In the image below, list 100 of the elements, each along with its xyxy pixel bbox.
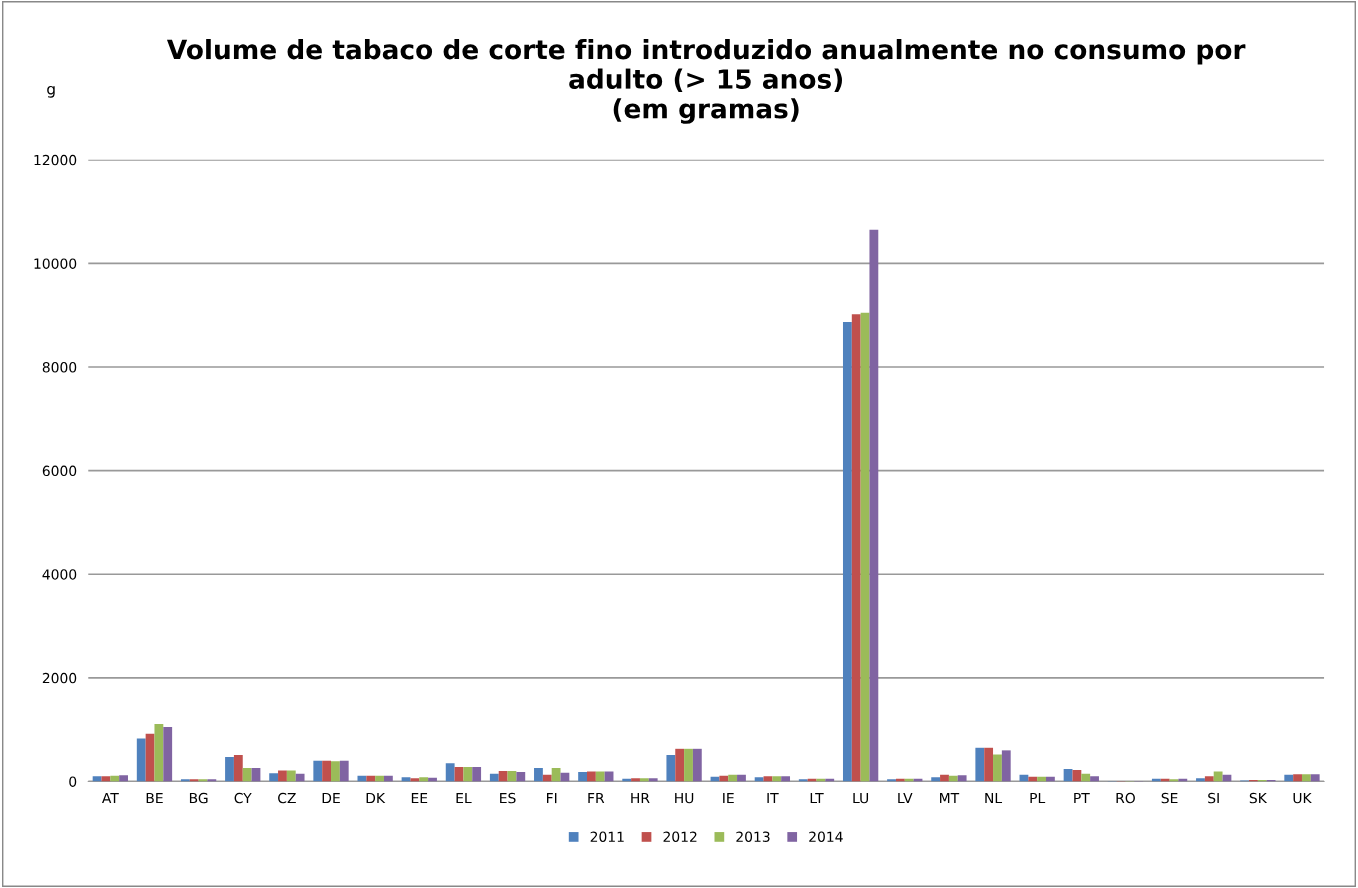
chart-title: Volume de tabaco de corte fino introduzido anualmente no consumo por adulto (> 15 anos) (em gramas): [166, 39, 1246, 124]
bar: [578, 772, 587, 782]
bar: [1204, 776, 1214, 782]
bar: [472, 766, 482, 782]
x-tick-label: FR: [588, 792, 605, 804]
bar: [737, 774, 746, 782]
bar: [842, 321, 852, 782]
bar: [551, 767, 561, 782]
x-tick-label: SK: [1249, 792, 1268, 804]
bar: [719, 775, 729, 782]
x-tick-label: FI: [547, 792, 557, 804]
bar: [639, 778, 649, 782]
bar: [587, 771, 596, 782]
y-tick-label: 4000: [42, 569, 77, 580]
bar: [728, 774, 738, 782]
bar: [887, 779, 896, 782]
bar: [781, 776, 791, 782]
legend-label: 2012: [663, 831, 697, 842]
bar: [940, 774, 949, 782]
bar: [207, 779, 217, 782]
bar: [772, 776, 782, 782]
x-tick-label: DE: [322, 792, 340, 804]
y-tick-label: 10000: [34, 258, 77, 269]
y-axis-title: g: [47, 85, 55, 98]
bar: [119, 775, 128, 782]
bar: [1293, 774, 1302, 782]
bar: [383, 775, 393, 782]
x-tick-label: DK: [366, 792, 386, 804]
bar: [1090, 776, 1099, 782]
y-tick-label: 12000: [34, 154, 77, 166]
bar: [489, 773, 499, 782]
bar: [975, 747, 985, 782]
bar: [136, 738, 146, 782]
bar: [233, 755, 243, 782]
bar: [957, 775, 967, 782]
bar: [1284, 774, 1294, 782]
bar: [242, 767, 252, 782]
bar: [322, 760, 332, 782]
bar: [692, 748, 702, 782]
bar: [993, 754, 1002, 782]
bar: [931, 777, 941, 782]
bar: [498, 771, 508, 782]
x-tick-label: HU: [675, 792, 694, 804]
x-tick-label: IT: [767, 792, 779, 804]
bar: [1301, 774, 1311, 782]
legend-label: 2014: [809, 831, 843, 842]
bar: [860, 312, 870, 782]
x-tick-label: SE: [1161, 792, 1178, 804]
bar: [869, 229, 879, 782]
x-tick-label: EL: [456, 792, 472, 804]
bar: [225, 757, 234, 782]
bar: [92, 776, 102, 782]
x-tick-label: MT: [940, 792, 960, 804]
bar: [1310, 774, 1320, 782]
bar: [180, 779, 190, 782]
bar: [648, 778, 658, 782]
bar: [278, 770, 287, 782]
x-tick-label: BE: [146, 792, 163, 804]
x-tick-label: PL: [1030, 792, 1046, 804]
bar: [1072, 770, 1082, 782]
bar: [189, 779, 199, 782]
legend-label: 2013: [736, 831, 770, 842]
bar: [286, 770, 296, 782]
x-tick-label: LU: [853, 792, 869, 804]
x-tick-label: SI: [1208, 792, 1219, 804]
bar: [463, 766, 473, 782]
bar: [331, 761, 340, 782]
y-tick-label: 2000: [42, 672, 77, 684]
bar: [445, 763, 455, 782]
x-tick-label: RO: [1116, 792, 1135, 804]
bar: [339, 760, 349, 782]
bar: [754, 777, 764, 782]
bar: [516, 772, 526, 782]
x-tick-label: EE: [411, 792, 428, 804]
bar: [1001, 750, 1011, 782]
bar: [1196, 778, 1205, 782]
bar: [666, 755, 676, 782]
x-tick-label: CY: [234, 792, 252, 804]
x-tick-label: CZ: [278, 792, 296, 804]
x-tick-label: PT: [1074, 792, 1090, 804]
x-tick-label: LT: [810, 792, 824, 804]
bar: [542, 774, 552, 782]
bar: [269, 773, 279, 782]
y-tick-label: 0: [69, 776, 77, 787]
bar: [163, 727, 173, 782]
bar: [984, 747, 994, 782]
x-tick-label: UK: [1293, 792, 1312, 804]
bar: [631, 778, 640, 782]
bar: [684, 748, 693, 782]
x-tick-label: ES: [500, 792, 516, 804]
x-tick-label: AT: [101, 792, 119, 804]
bar: [419, 777, 429, 782]
bar: [798, 779, 808, 782]
bar: [313, 760, 323, 782]
bar: [534, 767, 543, 782]
x-tick-label: LV: [898, 792, 913, 804]
bar: [675, 748, 685, 782]
bar: [366, 775, 376, 782]
bar: [595, 771, 605, 782]
bar: [948, 775, 958, 782]
